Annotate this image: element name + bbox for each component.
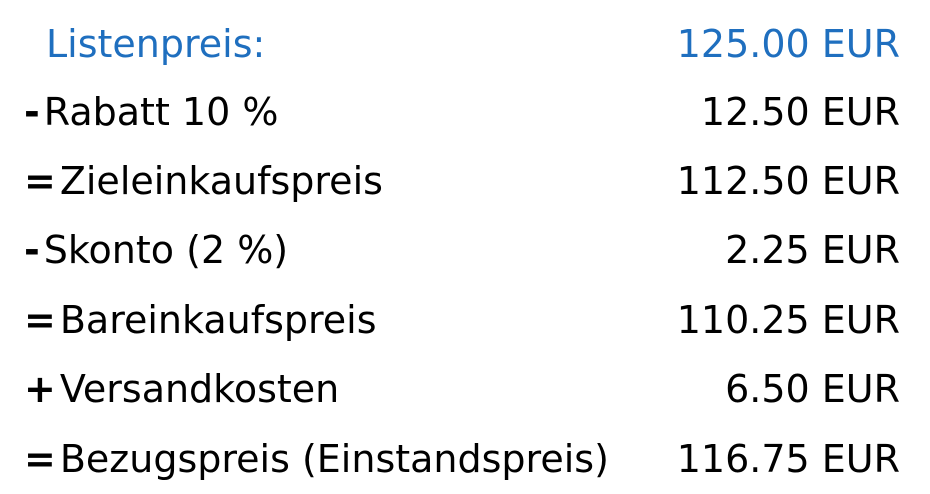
row-label: Listenpreis: <box>24 22 265 66</box>
row-bezugspreis: = Bezugspreis (Einstandspreis) 116.75 EUR <box>24 427 900 491</box>
row-label: = Zieleinkaufspreis <box>24 159 383 203</box>
row-label-text: Rabatt 10 % <box>43 90 279 134</box>
row-label-text: Bareinkaufspreis <box>59 298 377 342</box>
row-amount: 112.50 EUR <box>676 159 900 203</box>
row-amount: 2.25 EUR <box>725 228 900 272</box>
plus-operator: + <box>24 367 56 411</box>
row-label: = Bezugspreis (Einstandspreis) <box>24 437 609 481</box>
equals-operator: = <box>24 437 56 481</box>
row-amount: 6.50 EUR <box>725 367 900 411</box>
row-zieleinkaufspreis: = Zieleinkaufspreis 112.50 EUR <box>24 149 900 213</box>
row-label-text: Bezugspreis (Einstandspreis) <box>59 437 609 481</box>
equals-operator: = <box>24 298 56 342</box>
row-label: - Skonto (2 %) <box>24 228 288 272</box>
minus-operator: - <box>24 90 40 134</box>
row-label: + Versandkosten <box>24 367 339 411</box>
row-label-text: Listenpreis: <box>46 22 266 66</box>
row-amount: 125.00 EUR <box>676 22 900 66</box>
row-amount: 12.50 EUR <box>700 90 900 134</box>
row-rabatt: - Rabatt 10 % 12.50 EUR <box>24 80 900 144</box>
row-amount: 116.75 EUR <box>676 437 900 481</box>
row-bareinkaufspreis: = Bareinkaufspreis 110.25 EUR <box>24 288 900 352</box>
row-skonto: - Skonto (2 %) 2.25 EUR <box>24 218 900 282</box>
row-versandkosten: + Versandkosten 6.50 EUR <box>24 357 900 421</box>
row-label: = Bareinkaufspreis <box>24 298 377 342</box>
price-calculation: Listenpreis: 125.00 EUR - Rabatt 10 % 12.… <box>24 12 900 488</box>
row-label-text: Skonto (2 %) <box>43 228 289 272</box>
row-listenpreis: Listenpreis: 125.00 EUR <box>24 12 900 76</box>
row-amount: 110.25 EUR <box>676 298 900 342</box>
row-label: - Rabatt 10 % <box>24 90 278 134</box>
minus-operator: - <box>24 228 40 272</box>
row-label-text: Zieleinkaufspreis <box>59 159 383 203</box>
equals-operator: = <box>24 159 56 203</box>
row-label-text: Versandkosten <box>59 367 340 411</box>
